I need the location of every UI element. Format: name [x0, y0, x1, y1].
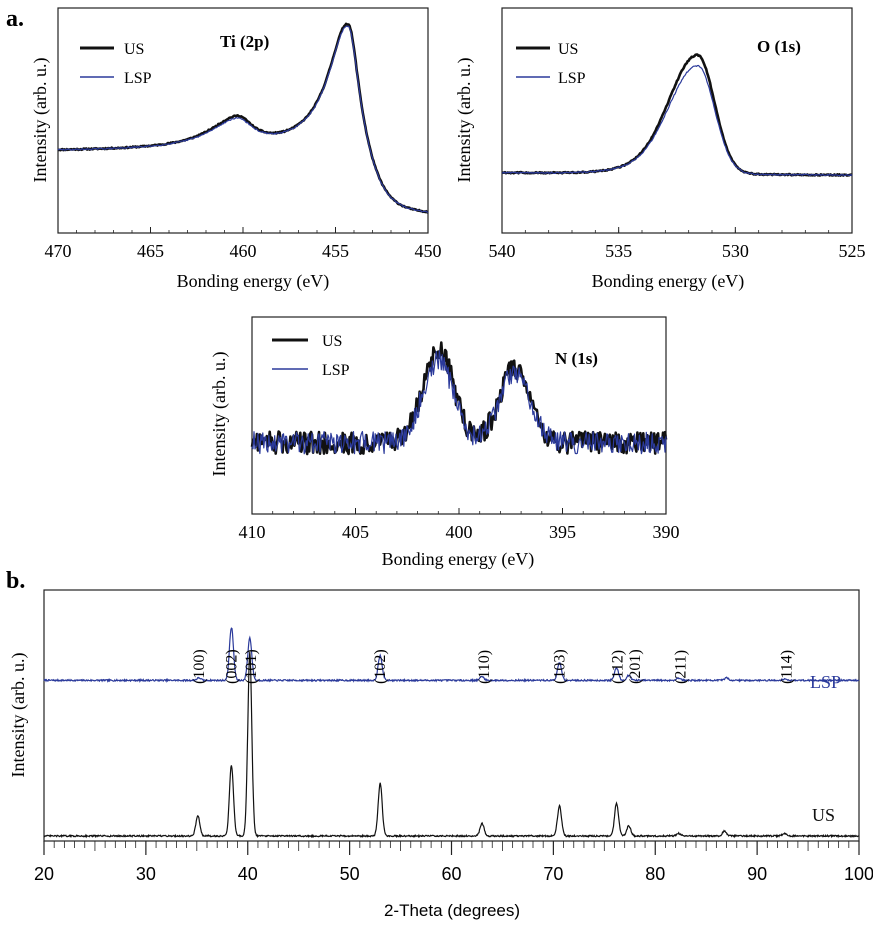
xrd-annotation: (101)	[243, 649, 260, 684]
xrd-xtick-label: 30	[136, 864, 156, 884]
ti2p-xtick-label: 460	[230, 241, 257, 261]
ti2p-title: Ti (2p)	[220, 32, 269, 51]
ti2p-xtick-label: 455	[322, 241, 349, 261]
xrd-xtick-label: 90	[747, 864, 767, 884]
ti2p-line-us	[57, 22, 429, 214]
n1s-line-lsp	[251, 350, 667, 455]
ti2p-legend: US LSP	[80, 41, 152, 87]
xrd-annotation: (102)	[372, 649, 389, 684]
xrd-line-lsp	[43, 627, 860, 683]
o1s-curves	[501, 53, 853, 177]
xrd-frame	[43, 589, 860, 842]
o1s-legend: US LSP	[516, 41, 586, 87]
o1s-legend-lsp: LSP	[558, 70, 586, 87]
ti2p-ylabel: Intensity (arb. u.)	[30, 58, 51, 183]
xrd-xlabel: 2-Theta (degrees)	[384, 901, 520, 920]
ti2p-xtick-label: 465	[137, 241, 164, 261]
xrd-panel: (100) (002) (101) (102) (110) (103) (112) (201)…	[8, 589, 873, 920]
n1s-legend-us: US	[322, 333, 342, 350]
xrd-xtick-label: 100	[844, 864, 873, 884]
o1s-legend-us: US	[558, 41, 578, 58]
xrd-xtick-label: 20	[34, 864, 54, 884]
ti2p-curves	[57, 22, 429, 214]
o1s-ticks: 540 535 530 525	[489, 227, 866, 261]
o1s-panel: 540 535 530 525 O (1s) US LSP Bonding energ…	[454, 7, 866, 292]
o1s-xlabel: Bonding energy (eV)	[592, 271, 745, 292]
n1s-line-us	[250, 341, 668, 456]
xrd-xtick-label: 50	[340, 864, 360, 884]
xrd-annotation: (100)	[191, 649, 208, 684]
xrd-annotation: (103)	[552, 649, 569, 684]
xrd-xtick-label: 70	[543, 864, 563, 884]
n1s-xtick-label: 390	[653, 522, 680, 542]
xrd-curves	[43, 627, 860, 839]
n1s-xtick-label: 405	[342, 522, 369, 542]
ti2p-xlabel: Bonding energy (eV)	[177, 271, 330, 292]
n1s-legend: US LSP	[272, 333, 350, 379]
xrd-annotation: (112)	[610, 650, 627, 684]
xrd-xtick-label: 80	[645, 864, 665, 884]
xrd-annotation: (114)	[779, 650, 796, 684]
ti2p-line-lsp	[57, 25, 429, 213]
n1s-panel: 410 405 400 395 390 N (1s) US LSP Bonding en…	[209, 316, 680, 570]
xrd-annotation: (201)	[627, 649, 644, 684]
n1s-legend-lsp: LSP	[322, 362, 350, 379]
xrd-annotation: (110)	[476, 650, 493, 684]
ti2p-xtick-label: 470	[45, 241, 72, 261]
panel-b-label: b.	[6, 568, 25, 594]
xrd-xtick-label: 60	[441, 864, 461, 884]
xrd-ticks: 20 30 40 50 60 70 80 90 100	[34, 841, 873, 884]
xrd-series-label-us: US	[812, 805, 835, 825]
xrd-line-us	[43, 652, 859, 839]
o1s-xtick-label: 525	[839, 241, 866, 261]
o1s-xtick-label: 540	[489, 241, 516, 261]
o1s-line-lsp	[501, 64, 853, 177]
ti2p-legend-lsp: LSP	[124, 70, 152, 87]
o1s-line-us	[501, 53, 853, 177]
o1s-title: O (1s)	[757, 37, 801, 56]
o1s-frame	[501, 7, 853, 234]
n1s-xtick-label: 395	[549, 522, 576, 542]
panel-a-label: a.	[6, 6, 24, 32]
ti2p-ticks: 470 465 460 455 450	[45, 227, 442, 261]
xrd-xtick-label: 40	[238, 864, 258, 884]
o1s-ylabel: Intensity (arb. u.)	[454, 58, 475, 183]
n1s-xtick-label: 400	[446, 522, 473, 542]
o1s-xtick-label: 530	[722, 241, 749, 261]
xrd-annotation: (211)	[673, 650, 690, 684]
n1s-frame	[251, 316, 667, 515]
xrd-ylabel: Intensity (arb. u.)	[8, 653, 29, 778]
xrd-annotation: (002)	[223, 649, 240, 684]
n1s-title: N (1s)	[555, 349, 598, 368]
xrd-annotations: (100) (002) (101) (102) (110) (103) (112) (201)…	[191, 649, 796, 684]
n1s-curves	[250, 341, 668, 456]
n1s-xtick-label: 410	[239, 522, 266, 542]
ti2p-legend-us: US	[124, 41, 144, 58]
o1s-xtick-label: 535	[605, 241, 632, 261]
ti2p-xtick-label: 450	[415, 241, 442, 261]
xrd-series-label-lsp: LSP	[810, 672, 841, 692]
ti2p-panel: 470 465 460 455 450 Ti (2p) US LSP Bonding e…	[30, 7, 442, 292]
n1s-xlabel: Bonding energy (eV)	[382, 549, 535, 570]
n1s-ylabel: Intensity (arb. u.)	[209, 352, 230, 477]
n1s-ticks: 410 405 400 395 390	[239, 508, 680, 542]
